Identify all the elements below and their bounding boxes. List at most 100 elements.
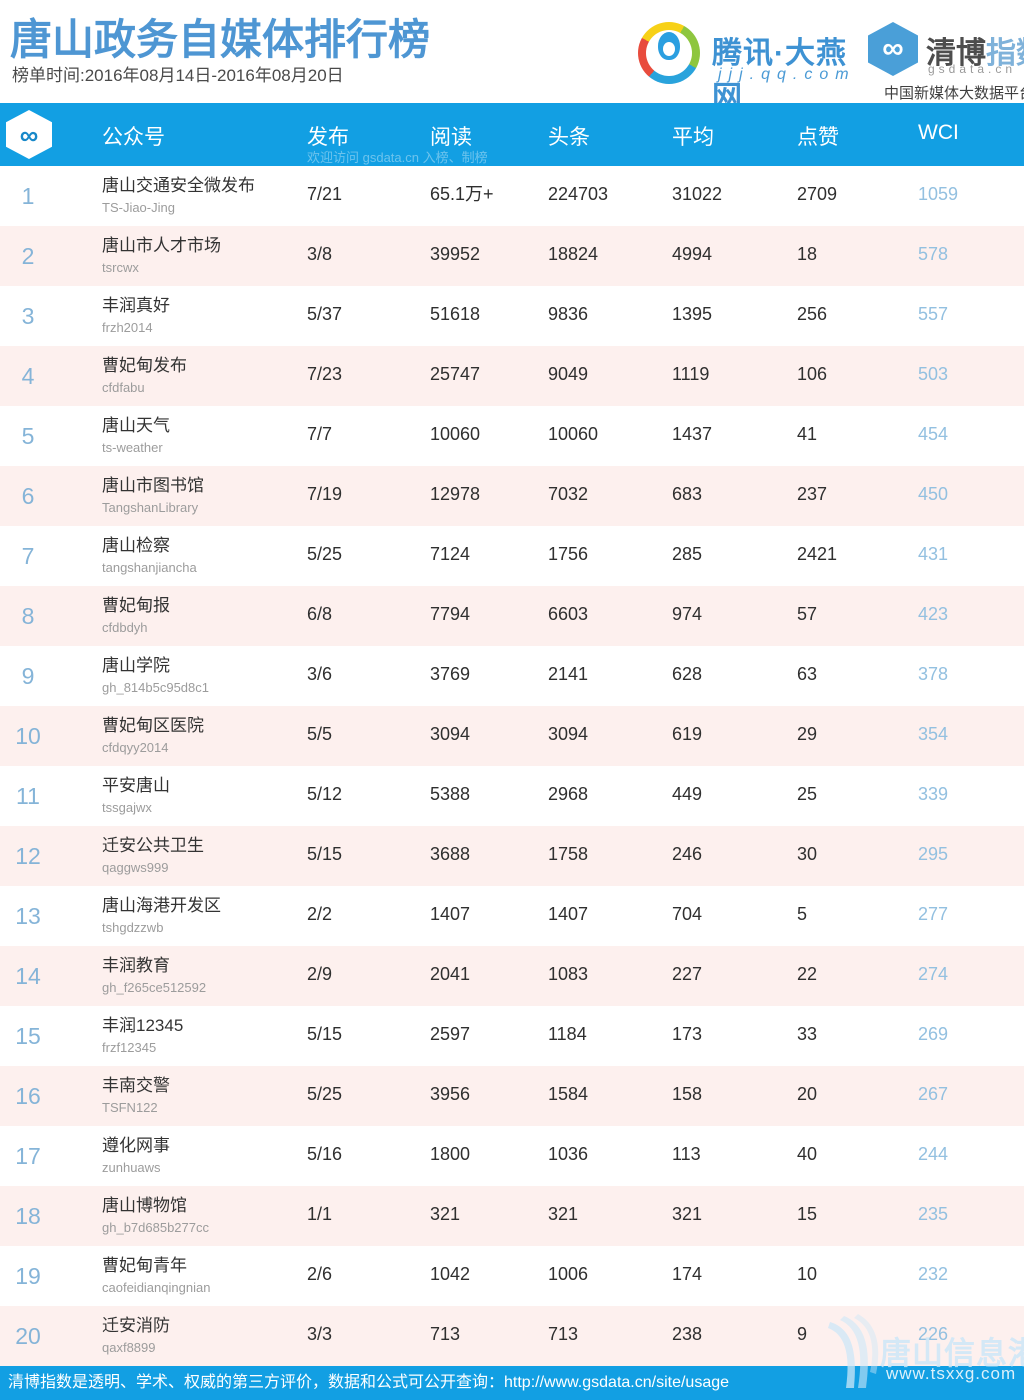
table-row: 18 唐山博物馆 gh_b7d685b277cc 1/1 321 321 321… <box>0 1186 1024 1246</box>
account-name: 迁安消防 <box>102 1316 170 1335</box>
column-header-average: 平均 <box>672 126 714 149</box>
account-cell: 曹妃甸发布 cfdfabu <box>102 355 187 396</box>
account-id: qaxf8899 <box>102 1340 156 1355</box>
gsdata-logo: ∞ 清博指数 gsdata.cn 中国新媒体大数据平台 <box>868 20 1024 102</box>
average-value: 704 <box>672 904 703 924</box>
account-id: tsrcwx <box>102 260 139 275</box>
read-value: 321 <box>430 1204 461 1224</box>
account-name: 丰润教育 <box>102 956 170 975</box>
table-row: 19 曹妃甸青年 caofeidianqingnian 2/6 1042 100… <box>0 1246 1024 1306</box>
table-body: 1 唐山交通安全微发布 TS-Jiao-Jing 7/21 65.1万+ 224… <box>0 166 1024 1366</box>
read-value: 3769 <box>430 664 471 684</box>
header-hexagon-icon: ∞ <box>6 110 52 159</box>
publish-value: 3/6 <box>307 664 333 684</box>
wci-value: 354 <box>918 724 949 744</box>
publish-value: 6/8 <box>307 604 333 624</box>
tencent-dayanwang-logo: 腾讯·大燕网 jjj.qq.com <box>638 16 868 114</box>
column-header-likes: 点赞 <box>797 126 839 149</box>
publish-value: 2/2 <box>307 904 333 924</box>
headline-value: 1184 <box>548 1024 587 1044</box>
wci-value: 454 <box>918 424 949 444</box>
header-watermark-text: 欢迎访问 gsdata.cn 入榜、制榜 <box>307 150 488 165</box>
headline-value: 1083 <box>548 964 589 984</box>
read-value: 2041 <box>430 964 471 984</box>
account-id: cfdqyy2014 <box>102 740 169 755</box>
account-name: 唐山海港开发区 <box>102 896 221 915</box>
publish-value: 2/9 <box>307 964 333 984</box>
rank-number: 12 <box>15 843 41 869</box>
headline-value: 10060 <box>548 424 599 444</box>
account-name: 唐山天气 <box>102 416 170 435</box>
publish-value: 5/15 <box>307 1024 343 1044</box>
average-value: 285 <box>672 544 703 564</box>
account-id: qaggws999 <box>102 860 169 875</box>
account-id: TangshanLibrary <box>102 500 199 515</box>
account-id: tssgajwx <box>102 800 152 815</box>
table-row: 5 唐山天气 ts-weather 7/7 10060 10060 1437 4… <box>0 406 1024 466</box>
account-name: 曹妃甸发布 <box>102 356 187 375</box>
likes-value: 29 <box>797 724 818 744</box>
wci-value: 274 <box>918 964 949 984</box>
read-value: 12978 <box>430 484 481 504</box>
read-value: 1407 <box>430 904 471 924</box>
wci-value: 244 <box>918 1144 949 1164</box>
rank-number: 20 <box>15 1323 41 1349</box>
average-value: 174 <box>672 1264 703 1284</box>
average-value: 158 <box>672 1084 703 1104</box>
headline-value: 2141 <box>548 664 589 684</box>
read-value: 1800 <box>430 1144 471 1164</box>
column-header-publish: 发布 <box>307 126 349 149</box>
headline-value: 1006 <box>548 1264 589 1284</box>
average-value: 1119 <box>672 364 710 384</box>
page-title: 唐山政务自媒体排行榜 <box>10 16 431 63</box>
rank-number: 9 <box>21 663 35 689</box>
rank-number: 15 <box>15 1023 41 1049</box>
headline-value: 321 <box>548 1204 579 1224</box>
average-value: 4994 <box>672 244 713 264</box>
account-id: frzf12345 <box>102 1040 157 1055</box>
likes-value: 106 <box>797 364 828 384</box>
account-name: 曹妃甸青年 <box>102 1256 187 1275</box>
column-header-wci: WCI <box>918 121 959 144</box>
publish-value: 5/25 <box>307 1084 343 1104</box>
average-value: 246 <box>672 844 703 864</box>
wci-value: 235 <box>918 1204 949 1224</box>
account-id: TS-Jiao-Jing <box>102 200 175 215</box>
headline-value: 18824 <box>548 244 599 264</box>
headline-value: 224703 <box>548 184 609 204</box>
average-value: 113 <box>672 1144 701 1164</box>
account-name: 曹妃甸报 <box>102 596 170 615</box>
account-id: TSFN122 <box>102 1100 158 1115</box>
read-value: 1042 <box>430 1264 471 1284</box>
rank-number: 4 <box>21 363 35 389</box>
wci-value: 339 <box>918 784 949 804</box>
publish-value: 5/5 <box>307 724 333 744</box>
account-id: gh_f265ce512592 <box>102 980 207 995</box>
headline-value: 2968 <box>548 784 589 804</box>
account-name: 唐山博物馆 <box>102 1196 187 1215</box>
rank-number: 1 <box>21 183 35 209</box>
table-row: 8 曹妃甸报 cfdbdyh 6/8 7794 6603 974 57 423 <box>0 586 1024 646</box>
headline-value: 1758 <box>548 844 589 864</box>
table-row: 7 唐山检察 tangshanjiancha 5/25 7124 1756 28… <box>0 526 1024 586</box>
average-value: 683 <box>672 484 703 504</box>
read-value: 713 <box>430 1324 461 1344</box>
read-value: 65.1万+ <box>430 184 494 204</box>
headline-value: 1756 <box>548 544 589 564</box>
table-row: 20 迁安消防 qaxf8899 3/3 713 713 238 9 226 <box>0 1306 1024 1366</box>
table-row: 17 遵化网事 zunhuaws 5/16 1800 1036 113 40 2… <box>0 1126 1024 1186</box>
wci-value: 232 <box>918 1264 949 1284</box>
read-value: 51618 <box>430 304 481 324</box>
wci-value: 557 <box>918 304 949 324</box>
qq-penguin-icon <box>656 30 682 64</box>
likes-value: 15 <box>797 1204 818 1224</box>
account-cell: 曹妃甸报 cfdbdyh <box>102 595 170 636</box>
read-value: 7794 <box>430 604 471 624</box>
account-cell: 唐山市图书馆 TangshanLibrary <box>102 475 204 516</box>
account-name: 丰润12345 <box>102 1016 184 1035</box>
publish-value: 7/7 <box>307 424 333 444</box>
account-name: 唐山市人才市场 <box>102 236 221 255</box>
average-value: 31022 <box>672 184 723 204</box>
page-header: 唐山政务自媒体排行榜 榜单时间:2016年08月14日-2016年08月20日 … <box>0 0 1024 114</box>
read-value: 2597 <box>430 1024 471 1044</box>
